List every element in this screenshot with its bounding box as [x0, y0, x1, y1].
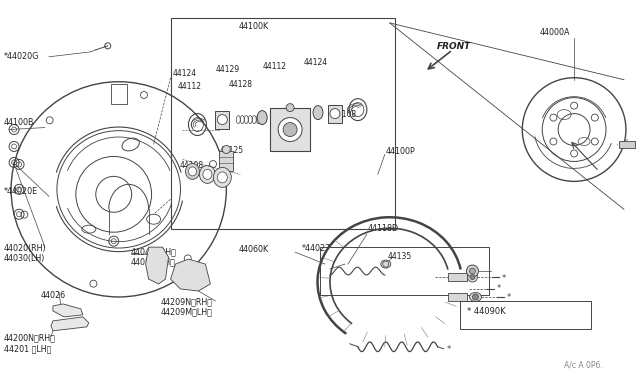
Ellipse shape	[188, 167, 196, 176]
Text: *44020G: *44020G	[4, 52, 40, 61]
Text: 44060K: 44060K	[238, 245, 268, 254]
Circle shape	[467, 265, 479, 277]
Text: 44112: 44112	[177, 82, 202, 91]
Text: 44026: 44026	[41, 291, 66, 300]
Bar	[328, 105, 342, 122]
Text: 44020(RH): 44020(RH)	[4, 244, 47, 253]
Text: 44100B: 44100B	[4, 118, 35, 126]
Polygon shape	[51, 317, 89, 331]
Circle shape	[467, 272, 477, 282]
Bar	[460, 301, 591, 329]
Text: 44124: 44124	[304, 58, 328, 67]
Ellipse shape	[203, 169, 212, 179]
Text: 44200N〈RH〉: 44200N〈RH〉	[4, 334, 56, 343]
Text: 44041〈RH〉: 44041〈RH〉	[131, 247, 177, 256]
Circle shape	[278, 118, 302, 141]
Text: FRONT: FRONT	[436, 42, 471, 51]
Circle shape	[218, 115, 227, 125]
Text: 44129: 44129	[216, 65, 239, 74]
Text: 44108: 44108	[333, 110, 357, 119]
Bar	[320, 247, 490, 295]
Text: 44000A: 44000A	[540, 28, 570, 37]
Text: 44112: 44112	[262, 62, 286, 71]
Ellipse shape	[313, 106, 323, 119]
Polygon shape	[53, 304, 83, 317]
Text: 44201 〈LH〉: 44201 〈LH〉	[4, 345, 51, 354]
Circle shape	[283, 122, 297, 137]
Ellipse shape	[470, 292, 481, 301]
Circle shape	[222, 145, 230, 154]
Text: 44118D: 44118D	[368, 224, 399, 233]
Bar	[270, 108, 310, 151]
Ellipse shape	[213, 167, 231, 187]
Text: 44108: 44108	[179, 161, 204, 170]
Bar	[216, 110, 229, 129]
Bar	[447, 273, 467, 281]
Circle shape	[472, 294, 479, 300]
Text: 44124: 44124	[173, 69, 196, 78]
Text: 44100K: 44100K	[238, 22, 268, 31]
Text: *44020E: *44020E	[4, 187, 38, 196]
Ellipse shape	[218, 172, 227, 183]
Bar	[220, 151, 234, 171]
Text: 44128: 44128	[228, 80, 252, 89]
Circle shape	[470, 275, 475, 279]
Text: A/c A 0P6.: A/c A 0P6.	[564, 361, 603, 370]
Text: 44209N〈RH〉: 44209N〈RH〉	[161, 297, 212, 306]
Text: 44030(LH): 44030(LH)	[4, 254, 45, 263]
Polygon shape	[146, 247, 168, 284]
Circle shape	[470, 268, 476, 274]
Text: *: *	[447, 345, 451, 354]
Text: * 44090K: * 44090K	[467, 307, 506, 316]
Text: *: *	[506, 294, 511, 302]
Text: 44135: 44135	[388, 252, 412, 261]
Ellipse shape	[186, 163, 200, 179]
Text: 44051〈LH〉: 44051〈LH〉	[131, 257, 175, 266]
Ellipse shape	[200, 166, 216, 183]
Ellipse shape	[257, 110, 267, 125]
Bar	[619, 141, 635, 148]
Text: *: *	[501, 273, 506, 282]
Bar	[111, 84, 127, 104]
Ellipse shape	[381, 260, 391, 268]
Bar	[170, 18, 395, 229]
Circle shape	[286, 104, 294, 112]
Text: *: *	[461, 273, 466, 282]
Text: *: *	[497, 285, 500, 294]
Circle shape	[330, 109, 340, 119]
Text: +: +	[622, 141, 628, 147]
Bar	[447, 293, 467, 301]
Polygon shape	[170, 259, 211, 291]
Text: 44209M〈LH〉: 44209M〈LH〉	[161, 307, 212, 316]
Text: *44027: *44027	[302, 244, 332, 253]
Text: 44125: 44125	[220, 147, 243, 155]
Text: 44100P: 44100P	[386, 147, 415, 157]
